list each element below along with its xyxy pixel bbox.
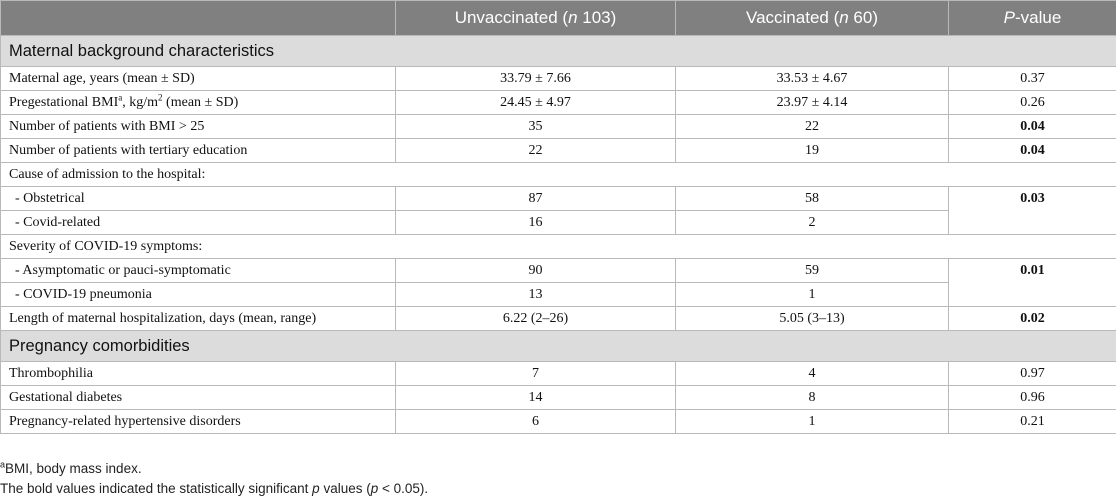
table-row: Pregnancy-related hypertensive disorders… — [0, 409, 1116, 434]
cell-p-value: 0.21 — [948, 409, 1116, 434]
row-group-label: Severity of COVID-19 symptoms: — [0, 234, 1116, 259]
section-pregnancy: Pregnancy comorbidities — [0, 330, 1116, 362]
cell-unvaccinated: 6.22 (2–26) — [395, 306, 676, 331]
cell-unvaccinated: 33.79 ± 7.66 — [395, 66, 676, 91]
row-label: - Covid-related — [0, 210, 396, 235]
cell-p-value: 0.04 — [948, 138, 1116, 163]
cell-vaccinated: 1 — [675, 282, 949, 307]
table-row: Cause of admission to the hospital: — [0, 162, 1116, 187]
cell-unvaccinated: 87 — [395, 186, 676, 211]
table-row: Gestational diabetes 14 8 0.96 — [0, 385, 1116, 410]
cell-p-value: 0.03 — [948, 186, 1116, 235]
header-vaccinated: Vaccinated (n 60) — [675, 0, 949, 36]
cell-unvaccinated: 22 — [395, 138, 676, 163]
cell-vaccinated: 2 — [675, 210, 949, 235]
cell-unvaccinated: 35 — [395, 114, 676, 139]
row-label: Pregnancy-related hypertensive disorders — [0, 409, 396, 434]
table-row: - Covid-related 16 2 — [0, 210, 1116, 235]
table-row: - COVID-19 pneumonia 13 1 — [0, 282, 1116, 307]
table-row: Length of maternal hospitalization, days… — [0, 306, 1116, 331]
table-row: Thrombophilia 7 4 0.97 — [0, 361, 1116, 386]
table-row: Severity of COVID-19 symptoms: — [0, 234, 1116, 259]
cell-p-value: 0.26 — [948, 90, 1116, 115]
cell-p-value: 0.97 — [948, 361, 1116, 386]
header-unvaccinated: Unvaccinated (n 103) — [395, 0, 676, 36]
footnote-marker: a — [118, 91, 123, 102]
footnote-bmi: aBMI, body mass index. — [0, 459, 142, 476]
cell-vaccinated: 4 — [675, 361, 949, 386]
row-group-label: Cause of admission to the hospital: — [0, 162, 1116, 187]
cell-p-value: 0.96 — [948, 385, 1116, 410]
row-label: - Obstetrical — [0, 186, 396, 211]
cell-vaccinated: 58 — [675, 186, 949, 211]
section-title: Pregnancy comorbidities — [0, 330, 1116, 362]
section-maternal: Maternal background characteristics — [0, 35, 1116, 67]
row-label: - Asymptomatic or pauci-symptomatic — [0, 258, 396, 283]
section-title: Maternal background characteristics — [0, 35, 1116, 67]
table-row: Number of patients with tertiary educati… — [0, 138, 1116, 163]
header-row: Unvaccinated (n 103) Vaccinated (n 60) P… — [0, 0, 1116, 36]
table-row: Pregestational BMIa, kg/m2 (mean ± SD) 2… — [0, 90, 1116, 115]
footnote-bold-values: The bold values indicated the statistica… — [0, 481, 429, 496]
table-row: Maternal age, years (mean ± SD) 33.79 ± … — [0, 66, 1116, 91]
cell-vaccinated: 23.97 ± 4.14 — [675, 90, 949, 115]
row-label: Maternal age, years (mean ± SD) — [0, 66, 396, 91]
cell-p-value: 0.01 — [948, 258, 1116, 307]
row-label: Pregestational BMIa, kg/m2 (mean ± SD) — [0, 90, 396, 115]
cell-vaccinated: 59 — [675, 258, 949, 283]
table-row: Number of patients with BMI > 25 35 22 0… — [0, 114, 1116, 139]
cell-p-value: 0.02 — [948, 306, 1116, 331]
row-label: - COVID-19 pneumonia — [0, 282, 396, 307]
header-characteristic — [0, 0, 396, 36]
cell-unvaccinated: 24.45 ± 4.97 — [395, 90, 676, 115]
cell-vaccinated: 8 — [675, 385, 949, 410]
cell-unvaccinated: 14 — [395, 385, 676, 410]
cell-vaccinated: 1 — [675, 409, 949, 434]
cell-vaccinated: 19 — [675, 138, 949, 163]
row-label: Gestational diabetes — [0, 385, 396, 410]
row-label: Number of patients with tertiary educati… — [0, 138, 396, 163]
cell-p-value: 0.37 — [948, 66, 1116, 91]
table-row: - Asymptomatic or pauci-symptomatic 90 5… — [0, 258, 1116, 307]
row-label: Length of maternal hospitalization, days… — [0, 306, 396, 331]
row-label: Number of patients with BMI > 25 — [0, 114, 396, 139]
cell-vaccinated: 22 — [675, 114, 949, 139]
row-label: Thrombophilia — [0, 361, 396, 386]
results-table: Unvaccinated (n 103) Vaccinated (n 60) P… — [0, 0, 1116, 434]
cell-vaccinated: 5.05 (3–13) — [675, 306, 949, 331]
cell-unvaccinated: 90 — [395, 258, 676, 283]
cell-vaccinated: 33.53 ± 4.67 — [675, 66, 949, 91]
cell-unvaccinated: 13 — [395, 282, 676, 307]
cell-unvaccinated: 16 — [395, 210, 676, 235]
table-row: - Obstetrical 87 58 0.03 — [0, 186, 1116, 235]
cell-unvaccinated: 7 — [395, 361, 676, 386]
header-p-value: P-value — [948, 0, 1116, 36]
cell-p-value: 0.04 — [948, 114, 1116, 139]
cell-unvaccinated: 6 — [395, 409, 676, 434]
